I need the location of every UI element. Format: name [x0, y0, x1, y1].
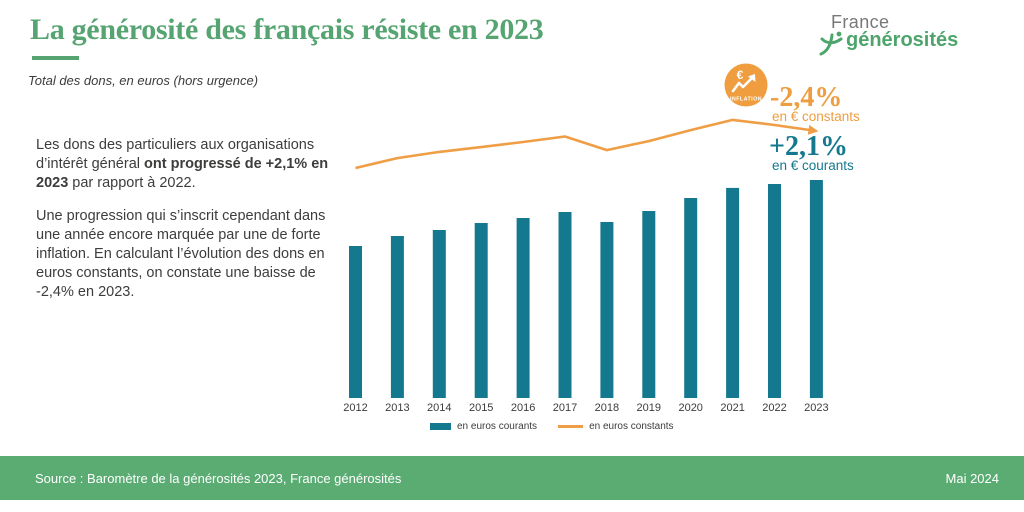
- bar-2020: [684, 198, 698, 398]
- logo-text-france: France: [831, 12, 890, 32]
- constants-percentage: -2,4%: [770, 82, 843, 113]
- legend-item-constants: en euros constants: [558, 421, 674, 432]
- legend-label-courants: en euros courants: [457, 421, 538, 432]
- title-underline: [32, 56, 79, 60]
- bar-2012: [349, 246, 362, 398]
- bar-2023: [809, 180, 823, 398]
- x-tick-2016: 2016: [511, 402, 535, 414]
- inflation-icon-label: INFLATION: [730, 97, 762, 103]
- x-tick-2015: 2015: [469, 402, 493, 414]
- bar-2019: [642, 211, 656, 398]
- x-tick-2014: 2014: [427, 402, 451, 414]
- legend-item-courants: en euros courants: [430, 421, 537, 432]
- bar-2016: [516, 218, 530, 398]
- paragraph-1-tail: par rapport à 2022.: [68, 175, 196, 191]
- bar-2014: [432, 230, 446, 398]
- bar-2013: [390, 236, 404, 398]
- legend-label-constants: en euros constants: [589, 421, 674, 432]
- courants-percentage: +2,1%: [769, 131, 848, 162]
- bar-2022: [768, 184, 781, 398]
- footer-bar: Source : Baromètre de la générosités 202…: [0, 456, 1024, 500]
- page-title: La générosité des français résiste en 20…: [30, 13, 544, 46]
- paragraph-1-bold: ont progressé de +2,1% en 2023: [36, 156, 329, 191]
- x-tick-2020: 2020: [678, 402, 702, 414]
- logo-text-generosites: générosités: [846, 29, 959, 51]
- legend-line-swatch: [558, 425, 584, 428]
- paragraph-2: Une progression qui s’inscrit cependant …: [36, 208, 326, 300]
- inflation-icon-euro-glyph: €: [737, 68, 744, 82]
- bar-2021: [726, 187, 740, 398]
- constants-line: [355, 118, 819, 170]
- constants-percentage-label: en € constants: [772, 109, 860, 124]
- chart-subtitle: Total des dons, en euros (hors urgence): [28, 73, 259, 88]
- x-tick-2013: 2013: [385, 402, 409, 414]
- source-text: Source : Baromètre de la générosités 202…: [35, 470, 402, 486]
- x-tick-2023: 2023: [804, 402, 828, 414]
- x-tick-2018: 2018: [595, 402, 619, 414]
- x-tick-2012: 2012: [343, 402, 367, 414]
- courants-percentage-label: en € courants: [772, 158, 854, 173]
- bar-2015: [474, 223, 488, 398]
- paragraph-1-lead: Les dons des particuliers aux organisati…: [36, 137, 315, 172]
- logo-figure-icon: [818, 30, 846, 63]
- x-tick-2022: 2022: [762, 402, 786, 414]
- paragraph-1: Les dons des particuliers aux organisati…: [36, 136, 330, 193]
- bar-2018: [600, 222, 614, 398]
- commentary-text-block: Les dons des particuliers aux organisati…: [36, 136, 330, 316]
- donations-bar-line-chart: 2012 2013 2014 2015 2016 2017 2018 2019 2020 2021…: [343, 118, 829, 414]
- x-tick-2021: 2021: [720, 402, 744, 414]
- bar-2017: [558, 212, 572, 398]
- legend-bar-swatch: [430, 423, 451, 430]
- x-tick-2019: 2019: [637, 402, 661, 414]
- chart-legend: en euros courants en euros constants: [430, 421, 674, 432]
- x-tick-2017: 2017: [553, 402, 577, 414]
- date-text: Mai 2024: [945, 470, 999, 486]
- france-generosites-logo: France générosités: [816, 10, 1006, 60]
- inflation-icon: € INFLATION: [724, 63, 768, 112]
